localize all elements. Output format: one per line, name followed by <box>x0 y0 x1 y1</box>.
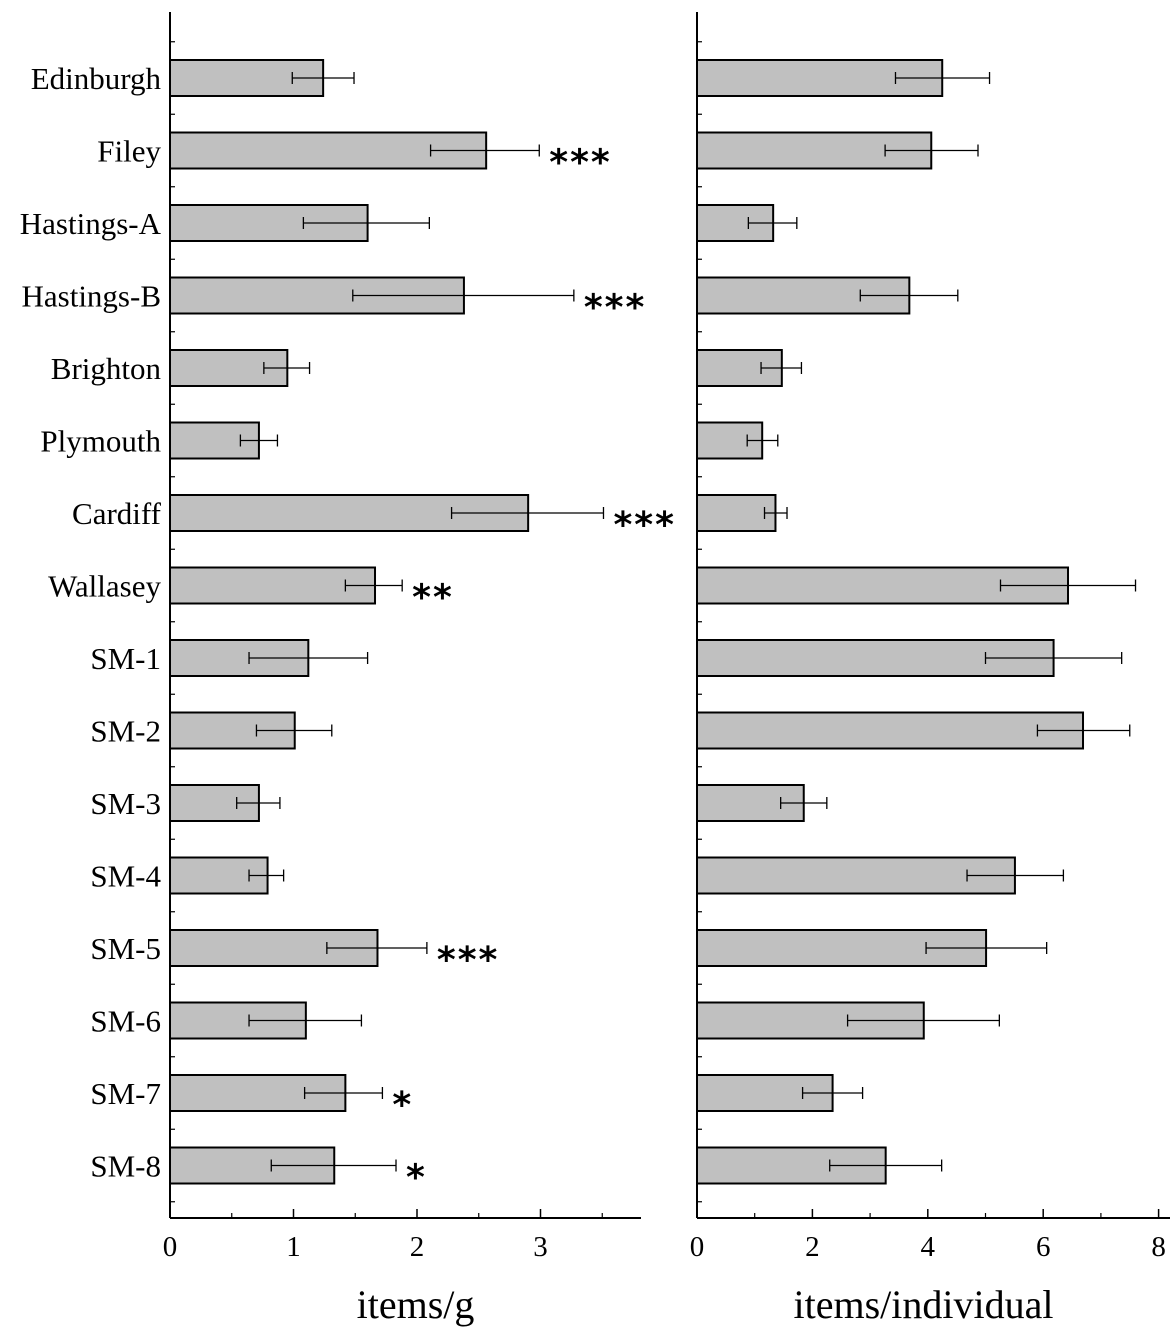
x-tick-label: 2 <box>410 1231 425 1263</box>
significance-marker: * <box>392 1085 413 1126</box>
x-axis-title: items/individual <box>794 1282 1054 1327</box>
x-tick-label: 6 <box>1036 1231 1051 1263</box>
category-label: SM-5 <box>90 931 161 966</box>
significance-marker: *** <box>613 505 675 546</box>
bar <box>696 711 1085 750</box>
bar <box>169 566 377 605</box>
bar <box>696 856 1016 895</box>
category-label: Edinburgh <box>31 61 162 96</box>
category-label: Plymouth <box>40 424 161 459</box>
x-tick-label: 8 <box>1151 1231 1166 1263</box>
bar <box>169 276 465 315</box>
category-label: SM-2 <box>90 714 161 749</box>
bar <box>696 1001 925 1040</box>
significance-marker: *** <box>437 940 499 981</box>
x-tick-label: 4 <box>921 1231 936 1263</box>
category-label: SM-1 <box>90 641 161 676</box>
x-axis-title: items/g <box>357 1282 475 1327</box>
category-label: Brighton <box>51 351 162 386</box>
significance-marker: * <box>406 1158 427 1199</box>
x-tick-label: 0 <box>163 1231 178 1263</box>
category-label: SM-6 <box>90 1004 161 1039</box>
category-label: Hastings-B <box>22 279 162 314</box>
category-label: Filey <box>97 134 161 169</box>
category-label: Cardiff <box>72 496 162 531</box>
x-tick-label: 3 <box>533 1231 548 1263</box>
x-tick-label: 0 <box>690 1231 705 1263</box>
bar <box>696 494 777 532</box>
bar <box>169 639 310 677</box>
category-label: SM-3 <box>90 786 161 821</box>
category-label: SM-7 <box>90 1076 161 1111</box>
significance-marker: *** <box>584 288 646 329</box>
category-label: SM-8 <box>90 1149 161 1184</box>
x-tick-label: 1 <box>286 1231 301 1263</box>
x-tick-label: 2 <box>805 1231 820 1263</box>
significance-marker: *** <box>549 143 611 184</box>
significance-marker: ** <box>412 578 454 619</box>
category-label: Wallasey <box>48 569 161 604</box>
category-label: SM-4 <box>90 859 161 894</box>
category-label: Hastings-A <box>20 206 162 241</box>
